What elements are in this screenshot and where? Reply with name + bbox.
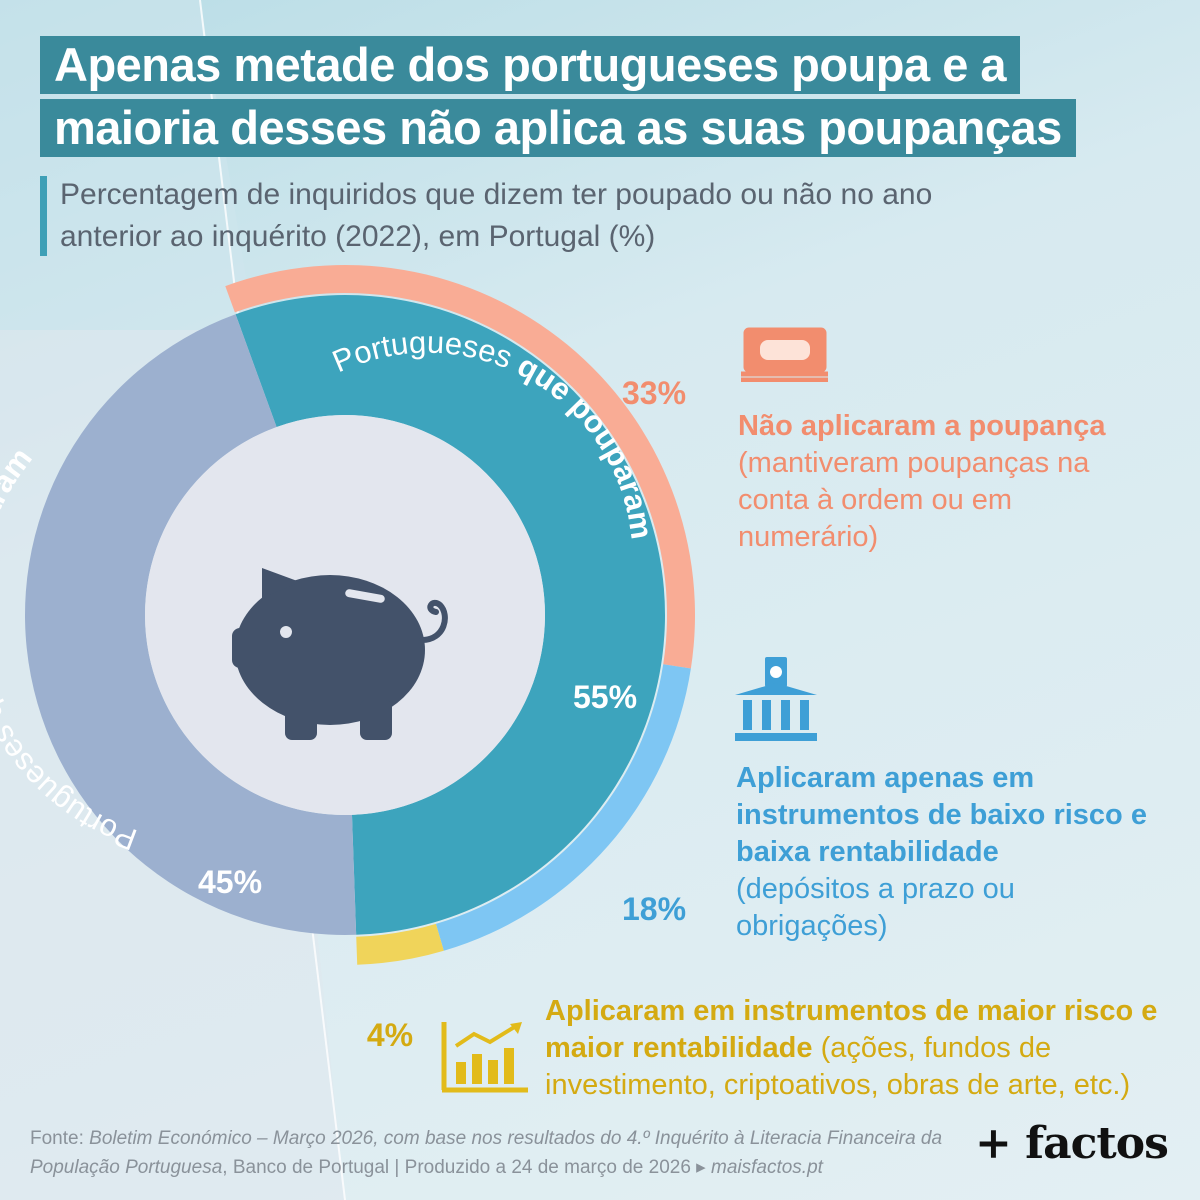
label-low-risk: Aplicaram apenas em instrumentos de baix… — [736, 760, 1156, 945]
subtitle-accent-bar — [40, 176, 47, 256]
money-stack-icon — [741, 327, 828, 382]
source-prefix: Fonte: — [30, 1128, 90, 1149]
outer-ring-segment-not-invested — [225, 264, 695, 669]
source-publisher: , Banco de Portugal | Produzido a 24 de … — [222, 1157, 711, 1178]
inner-ring-segment-saved — [235, 294, 666, 935]
value-label-not-invested: 33% — [622, 375, 686, 411]
inner-ring-segment-not-saved — [25, 314, 357, 936]
growth-chart-icon — [441, 1022, 528, 1093]
subtitle: Percentagem de inquiridos que dizem ter … — [60, 178, 933, 253]
label-not-invested-detail: (mantiveram poupanças na conta à ordem o… — [738, 447, 1090, 553]
source-note: Fonte: Boletim Económico – Março 2026, c… — [30, 1124, 950, 1182]
value-label-high-risk: 4% — [367, 1017, 413, 1053]
label-high-risk-detail: (ações, fundos de investimento, criptoat… — [545, 1032, 1131, 1101]
label-high-risk-title: Aplicaram em instrumentos de maior risco… — [545, 995, 1158, 1064]
bank-building-icon — [735, 657, 817, 741]
value-label-not-saved: 45% — [198, 864, 262, 900]
value-label-saved: 55% — [573, 679, 637, 715]
page-title-line-2: maioria desses não aplica as suas poupan… — [40, 99, 1076, 157]
source-publication: Boletim Económico – Março 2026, com base… — [30, 1128, 943, 1178]
outer-ring-segment-low-risk — [435, 664, 691, 951]
outer-ring-segment-high-risk — [356, 923, 444, 965]
label-low-risk-title: Aplicaram apenas em instrumentos de baix… — [736, 762, 1147, 868]
label-low-risk-detail: (depósitos a prazo ou obrigações) — [736, 873, 1015, 942]
piggy-bank-icon — [232, 568, 448, 740]
page-title-line-1: Apenas metade dos portugueses poupa e a — [40, 36, 1021, 94]
value-label-low-risk: 18% — [622, 891, 686, 927]
label-high-risk: Aplicaram em instrumentos de maior risco… — [545, 993, 1185, 1104]
brand-logo: + factos — [975, 1118, 1169, 1169]
label-not-invested-title: Não aplicaram a poupança — [738, 410, 1106, 442]
label-not-invested: Não aplicaram a poupança (mantiveram pou… — [738, 408, 1158, 556]
source-site[interactable]: maisfactos.pt — [711, 1157, 823, 1178]
